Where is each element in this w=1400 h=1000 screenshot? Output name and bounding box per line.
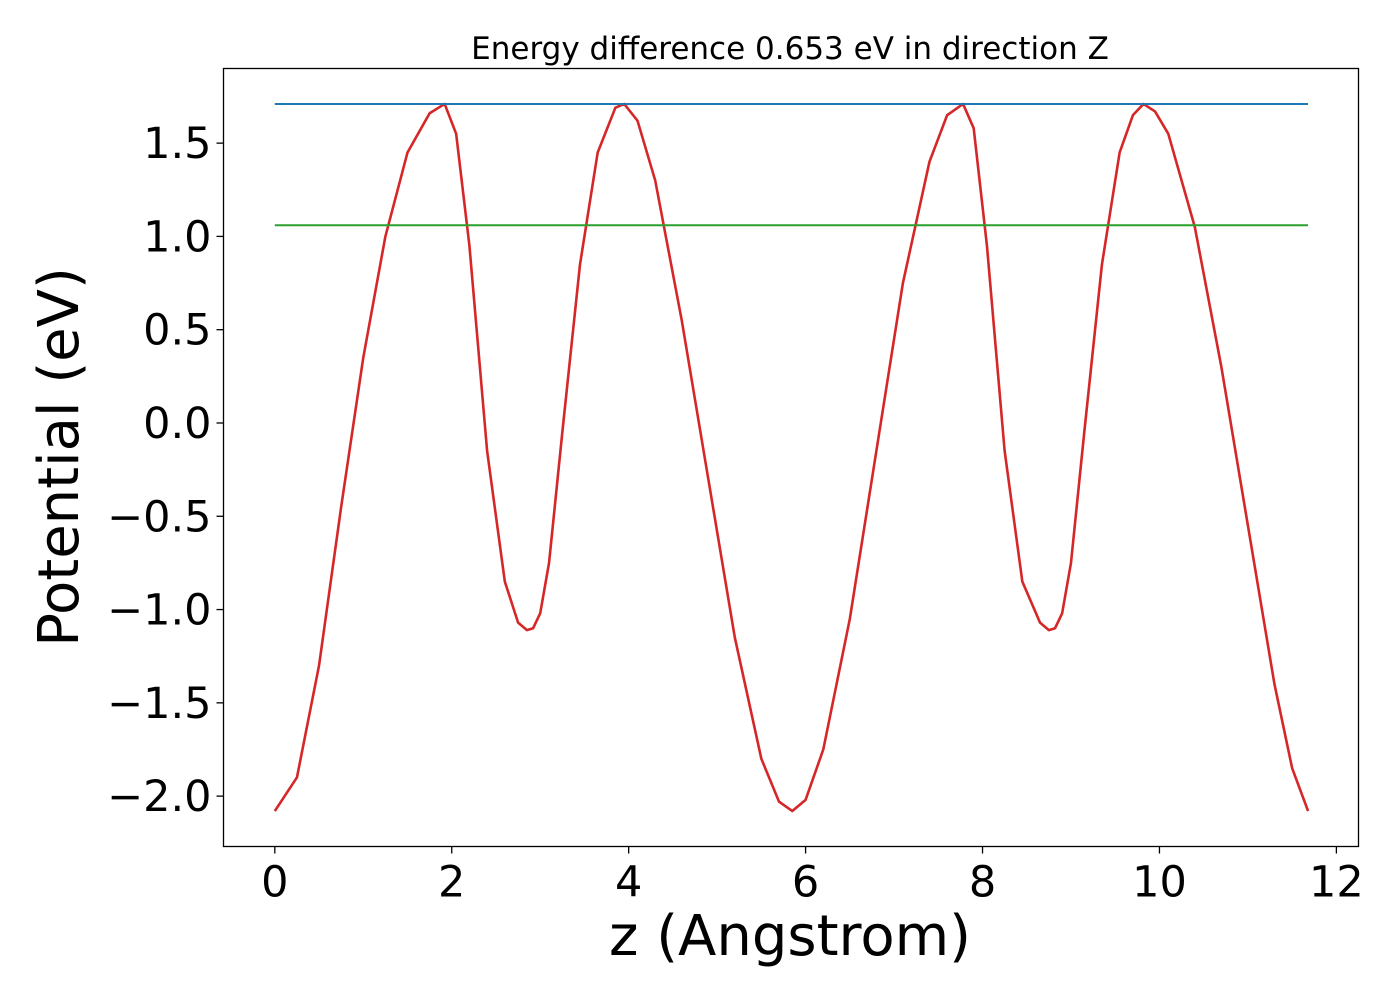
y-tick-label: 1.0: [143, 212, 211, 262]
y-tick-label: 0.5: [143, 306, 211, 356]
x-tick-label: 2: [438, 858, 465, 908]
x-tick-label: 4: [615, 858, 642, 908]
x-tick-label: 10: [1132, 858, 1187, 908]
y-axis-label: Potential (eV): [27, 267, 92, 647]
series-layer: [273, 102, 1310, 813]
x-tick-label: 8: [969, 858, 996, 908]
y-tick-label: −0.5: [107, 492, 211, 542]
y-tick-label: 0.0: [143, 399, 211, 449]
chart-title: Energy difference 0.653 eV in direction …: [471, 31, 1109, 67]
x-axis: 0 2 4 6 8 10 12: [261, 846, 1364, 908]
plot-frame: [222, 67, 1360, 848]
x-axis-label: z (Angstrom): [609, 904, 971, 969]
y-tick-label: −1.0: [107, 586, 211, 636]
series-line-0: [273, 102, 1310, 813]
y-tick-label: −1.5: [107, 679, 211, 729]
y-tick-label: −2.0: [107, 772, 211, 822]
y-tick-label: 1.5: [143, 119, 211, 169]
y-axis: −2.0 −1.5 −1.0 −0.5 0.0 0.5 1.0 1.5: [107, 119, 224, 822]
x-tick-label: 6: [792, 858, 819, 908]
x-tick-label: 0: [261, 858, 288, 908]
x-tick-label: 12: [1309, 858, 1364, 908]
